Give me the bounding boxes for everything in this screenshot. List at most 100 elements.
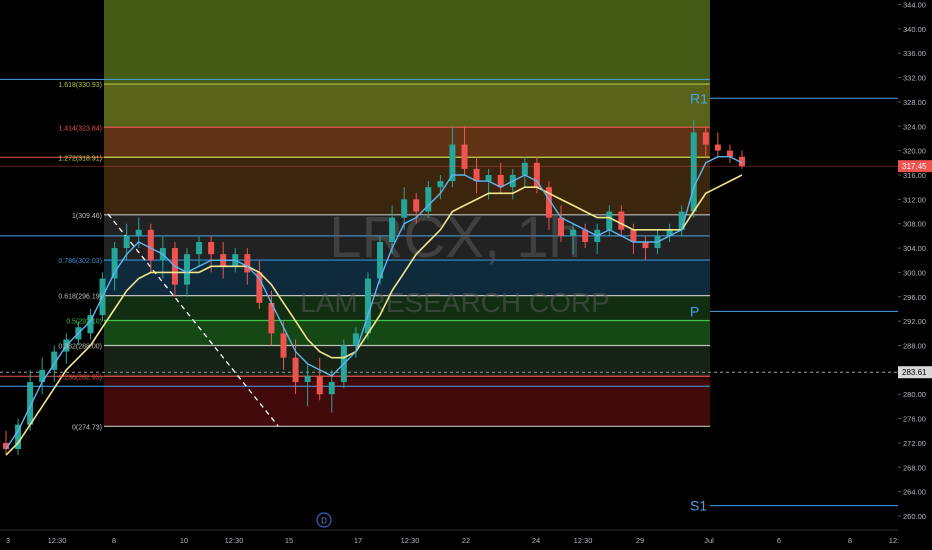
price-tick-260.00: 260.00 [903, 512, 926, 521]
candle-body-10 [123, 235, 130, 249]
price-tick-308.00: 308.00 [903, 220, 926, 229]
zone-1.618-1.414 [104, 84, 710, 128]
candle-22 [268, 290, 275, 346]
candle-body-34 [413, 199, 420, 212]
zone-1.414-1.272 [104, 127, 710, 158]
candle-9 [111, 241, 118, 291]
candle-25 [304, 363, 311, 407]
candle-body-12 [147, 229, 154, 261]
price-tick-312.00: 312.00 [903, 195, 926, 204]
candle-body-23 [280, 333, 287, 358]
dividend-marker[interactable]: D [316, 512, 332, 528]
candle-body-39 [473, 168, 480, 182]
time-tick-2: 8 [112, 536, 116, 545]
price-tick-288.00: 288.00 [903, 342, 926, 351]
candle-body-3 [39, 369, 46, 383]
time-tick-1: 12:30 [48, 536, 67, 545]
candle-body-27 [328, 382, 335, 395]
last-price-badge [898, 160, 932, 173]
candle-60 [726, 144, 733, 163]
price-tick-292.00: 292.00 [903, 317, 926, 326]
candle-11 [135, 217, 142, 249]
candle-body-60 [726, 150, 733, 157]
candle-body-7 [87, 315, 94, 334]
zone-above-1618 [104, 0, 710, 85]
candle-32 [389, 205, 396, 255]
candle-body-20 [244, 254, 251, 273]
time-tick-14: 8 [848, 536, 852, 545]
time-axis[interactable]: 3 12:30 8 10 12:30 15 17 12:30 22 24 12:30 29 Jul 6 8 1… [0, 529, 899, 550]
candle-41 [497, 162, 504, 194]
candle-body-17 [208, 241, 215, 255]
candle-body-24 [292, 357, 299, 383]
pivot-label-S1: S1 [690, 498, 707, 514]
fib-level-lines [0, 78, 898, 427]
time-tick-11: 29 [636, 536, 644, 545]
candle-body-61 [739, 156, 745, 167]
watermark-symbol: LRCX, 1h [329, 205, 580, 270]
fib-label-0.5: 0.5(292.10) [66, 319, 102, 326]
fib-label-1.414: 1.414(323.84) [58, 125, 102, 132]
price-tick-272.00: 272.00 [903, 439, 926, 448]
time-tick-3: 10 [180, 536, 188, 545]
moving-averages [5, 155, 743, 456]
pivot-label-R1: R1 [690, 90, 708, 106]
time-axis-bg [0, 530, 898, 550]
candle-body-16 [196, 241, 203, 255]
fib-trend-line[interactable] [107, 213, 279, 427]
time-tick-7: 12:30 [401, 536, 420, 545]
time-tick-6: 17 [354, 536, 362, 545]
fib-zones [104, 0, 710, 427]
candle-57 [690, 120, 697, 218]
candles [3, 120, 745, 456]
candle-body-37 [449, 144, 456, 182]
candle-body-11 [135, 229, 142, 236]
candle-52 [630, 223, 637, 255]
candle-body-25 [304, 375, 311, 383]
candle-body-36 [437, 181, 444, 188]
price-axis-bg [898, 0, 932, 550]
zone-0.382-0.236 [104, 345, 710, 377]
candle-16 [196, 235, 203, 267]
candle-30 [364, 272, 371, 340]
price-tick-344.00: 344.00 [903, 1, 926, 10]
fib-label-1.272: 1.272(318.91) [58, 155, 102, 162]
candle-0 [3, 430, 9, 456]
candle-21 [256, 260, 263, 309]
candle-body-26 [316, 375, 323, 395]
watermark-company: LAM RESEARCH CORP [300, 287, 610, 318]
dividend-letter: D [321, 517, 327, 526]
time-tick-5: 15 [285, 536, 293, 545]
price-tick-264.00: 264.00 [903, 488, 926, 497]
fib-label-0.382: 0.382(288.00) [58, 344, 102, 351]
time-tick-12: Jul [704, 536, 714, 545]
candle-48 [582, 223, 589, 249]
fib-trend-dashed-line[interactable] [107, 213, 279, 427]
candle-body-2 [27, 382, 34, 425]
candle-body-48 [582, 229, 589, 242]
dividend-icon[interactable] [316, 512, 332, 528]
candle-59 [714, 132, 721, 157]
candle-body-30 [364, 278, 371, 334]
candle-body-29 [352, 333, 359, 346]
zone-0.5-0.382 [104, 320, 710, 346]
candle-body-59 [714, 144, 721, 151]
candle-body-15 [183, 254, 190, 285]
candle-43 [521, 156, 528, 188]
candle-body-31 [377, 241, 384, 279]
zone-0.786-0.618 [104, 260, 710, 296]
candle-58 [702, 126, 709, 157]
candle-body-43 [521, 162, 528, 175]
fib-label-1: 1(309.46) [72, 213, 102, 220]
candle-body-47 [570, 229, 577, 236]
last-price-label: 317.45 [902, 162, 927, 171]
ema-slow-line [5, 174, 743, 456]
pivot-label-P: P [690, 303, 699, 319]
candle-3 [39, 357, 46, 395]
fib-label-0: 0(274.73) [72, 424, 102, 431]
ema-fast-line [5, 155, 743, 450]
crosshair-price-label: 283.61 [902, 368, 927, 377]
fib-label-0.618: 0.618(296.19) [58, 294, 102, 301]
